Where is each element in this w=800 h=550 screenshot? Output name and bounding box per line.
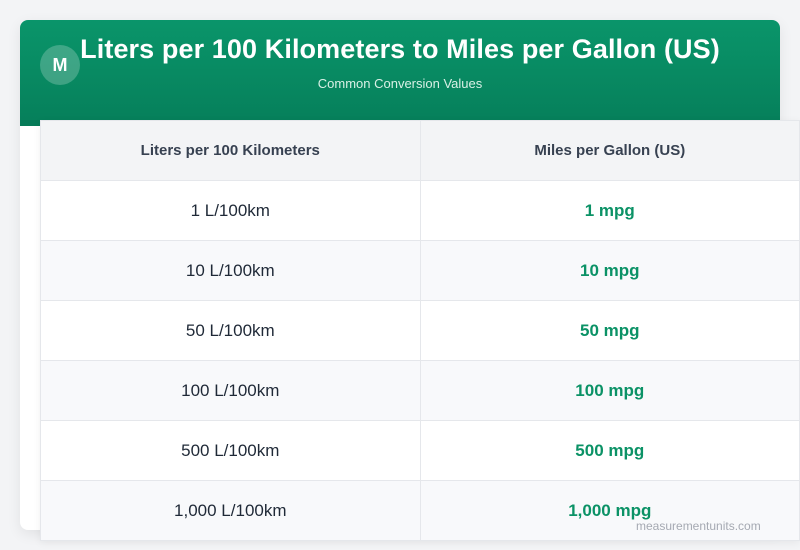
mpg-cell: 500 mpg: [419, 420, 800, 481]
lkm-cell: 1,000 L/100km: [40, 480, 421, 541]
logo-badge: M: [40, 45, 80, 85]
lkm-cell: 1 L/100km: [40, 180, 421, 241]
mpg-cell: 10 mpg: [419, 240, 800, 301]
column-header-mpg: Miles per Gallon (US): [419, 120, 800, 181]
watermark: measurementunits.com: [636, 519, 761, 533]
column-header-lkm: Liters per 100 Kilometers: [40, 120, 421, 181]
mpg-cell: 1,000 mpg: [419, 480, 800, 541]
mpg-cell: 50 mpg: [419, 300, 800, 361]
table-row: 1 L/100km 1 mpg: [40, 180, 800, 241]
table-row: 1,000 L/100km 1,000 mpg: [40, 480, 800, 541]
card-header: M Liters per 100 Kilometers to Miles per…: [20, 20, 780, 126]
page-subtitle: Common Conversion Values: [317, 76, 483, 91]
lkm-cell: 100 L/100km: [40, 360, 421, 421]
lkm-cell: 500 L/100km: [40, 420, 421, 481]
table-row: 100 L/100km 100 mpg: [40, 360, 800, 421]
page-title: Liters per 100 Kilometers to Miles per G…: [80, 34, 720, 64]
mpg-cell: 100 mpg: [419, 360, 800, 421]
table-row: 10 L/100km 10 mpg: [40, 240, 800, 301]
table-row: 500 L/100km 500 mpg: [40, 420, 800, 481]
table-header-row: Liters per 100 Kilometers Miles per Gall…: [40, 120, 800, 181]
mpg-cell: 1 mpg: [419, 180, 800, 241]
table-row: 50 L/100km 50 mpg: [40, 300, 800, 361]
lkm-cell: 50 L/100km: [40, 300, 421, 361]
lkm-cell: 10 L/100km: [40, 240, 421, 301]
conversion-table: Liters per 100 Kilometers Miles per Gall…: [40, 120, 800, 541]
